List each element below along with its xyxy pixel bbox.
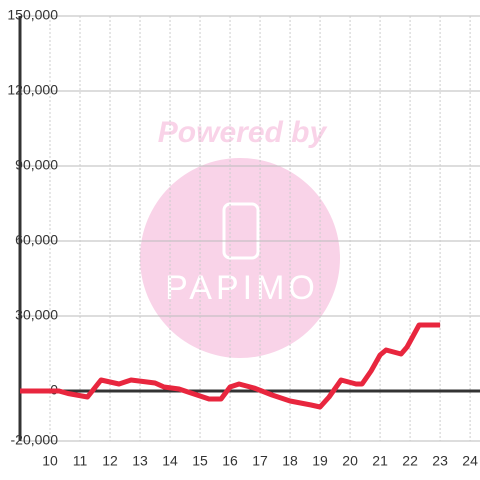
watermark-text: Powered by	[158, 116, 328, 149]
x-tick-label: 18	[282, 453, 298, 469]
y-tick-label: 120,000	[7, 82, 58, 98]
x-tick-label: 14	[162, 453, 178, 469]
x-tick-label: 17	[252, 453, 268, 469]
x-tick-label: 21	[372, 453, 388, 469]
y-tick-label: 60,000	[15, 232, 58, 248]
watermark-phone	[222, 202, 260, 260]
x-tick-label: 11	[73, 453, 88, 469]
x-tick-label: 20	[342, 453, 358, 469]
y-tick-label: 150,000	[7, 7, 58, 23]
x-tick-label: 19	[312, 453, 328, 469]
x-tick-label: 12	[102, 453, 118, 469]
x-tick-label: 22	[402, 453, 418, 469]
watermark-logo: PAPIMO	[165, 269, 319, 307]
x-tick-label: 15	[192, 453, 208, 469]
y-tick-label: 90,000	[15, 157, 58, 173]
x-tick-label: 24	[462, 453, 478, 469]
x-tick-label: 16	[222, 453, 238, 469]
y-tick-label: -20,000	[11, 432, 59, 448]
data-line	[20, 322, 441, 410]
y-tick-label: 30,000	[15, 307, 58, 323]
x-tick-label: 10	[42, 453, 58, 469]
x-tick-label: 13	[132, 453, 148, 469]
x-tick-label: 23	[432, 453, 448, 469]
